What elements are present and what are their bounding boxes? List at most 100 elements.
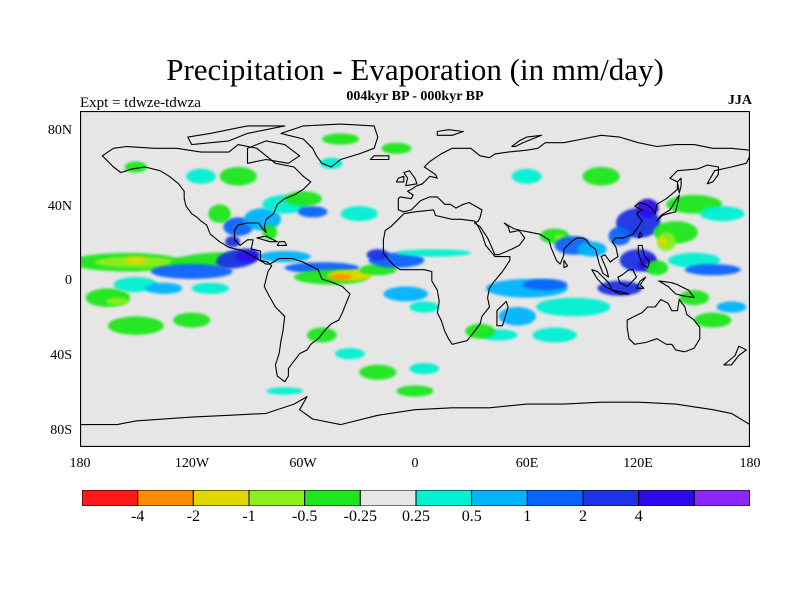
lon-label-60w: 60W (289, 456, 317, 471)
pe-anomaly-patch (186, 168, 216, 184)
colorbar-swatch (638, 490, 695, 506)
colorbar-swatch (693, 490, 750, 506)
pe-anomaly-patch (335, 348, 365, 360)
coastline-baffin (246, 140, 301, 164)
pe-anomaly-patch (366, 249, 389, 261)
coastline-north-america (101, 144, 312, 265)
pe-anomaly-patch (684, 264, 741, 276)
pe-anomaly-patch (608, 226, 631, 246)
colorbar-swatch (471, 490, 528, 506)
coastline-arctic-islands (187, 125, 286, 146)
pe-anomaly-patch (266, 387, 304, 395)
coastline-antarctica (80, 396, 750, 447)
colorbar-tick-label: 2 (579, 508, 587, 525)
lat-label-80s: 80S (50, 423, 72, 438)
coastlines (80, 123, 750, 447)
map-title: Precipitation - Evaporation (in mm/day) (166, 52, 664, 87)
colorbar-tick-label: 0.25 (402, 508, 430, 525)
pe-anomaly-patch (106, 297, 129, 306)
colorbar-tick-label: 0.5 (461, 508, 482, 525)
pe-anomaly-patch (576, 241, 607, 257)
pe-anomaly-patch (597, 280, 642, 296)
pe-anomaly-patch (409, 301, 440, 313)
world-map (80, 111, 750, 447)
coastline-ireland (395, 175, 405, 183)
lon-label-180w: 180 (69, 456, 91, 471)
pe-anomaly-field (80, 133, 747, 397)
coastline-eurasia (397, 134, 750, 278)
pe-anomaly-patch (694, 312, 732, 328)
pe-anomaly-patch (668, 252, 721, 268)
pe-anomaly-patch (536, 297, 611, 317)
colorbar-swatch (359, 490, 417, 506)
pe-anomaly-patch (511, 168, 542, 184)
colorbar-tick-label: 4 (634, 508, 643, 525)
lat-label-80n: 80N (47, 123, 72, 138)
lon-label-180e: 180 (739, 456, 761, 471)
colorbar-swatch (82, 490, 139, 506)
coastline-cuba (256, 235, 278, 243)
lat-label-40s: 40S (50, 348, 72, 363)
pe-anomaly-patch (307, 327, 337, 343)
pe-anomaly-patch (284, 191, 322, 207)
coastline-borneo (617, 269, 638, 288)
colorbar (82, 490, 750, 506)
map-subtitle: 004kyr BP - 000kyr BP (346, 89, 484, 104)
colorbar-tick-label: -2 (186, 508, 200, 525)
pe-anomaly-patch (173, 312, 211, 328)
colorbar-swatch (137, 490, 194, 506)
coastline-novaya-zemlya (511, 134, 543, 148)
coastline-sulawesi (635, 276, 647, 289)
pe-anomaly-patch (258, 251, 311, 263)
colorbar-tick-label: -0.5 (292, 508, 318, 525)
pe-anomaly-patch (150, 264, 233, 279)
lon-label-120w: 120W (174, 456, 210, 471)
coastline-japan (656, 194, 680, 222)
pe-anomaly-patch (124, 256, 147, 264)
colorbar-swatch (526, 490, 584, 506)
season-label: JJA (727, 93, 752, 108)
coastline-new-zealand (723, 345, 747, 366)
pe-anomaly-patch (225, 236, 241, 248)
coastline-iceland (369, 155, 390, 161)
pe-anomaly-patch (383, 286, 429, 302)
pe-anomaly-patch (243, 208, 281, 231)
colorbar-swatch (415, 490, 473, 506)
colorbar-tick-label: -1 (242, 508, 256, 525)
pe-anomaly-patch (340, 206, 378, 222)
pe-anomaly-patch (645, 260, 669, 276)
pe-anomaly-patch (532, 327, 577, 343)
coastline-java (611, 289, 630, 295)
lat-label-eq: 0 (65, 273, 72, 288)
coastline-svalbard (436, 129, 464, 136)
colorbar-tick-label: -4 (131, 508, 145, 525)
colorbar-swatch (304, 490, 361, 506)
colorbar-tick-label: 1 (523, 508, 532, 525)
lon-label-0: 0 (411, 456, 419, 471)
map-background (80, 111, 750, 447)
pe-anomaly-patch (465, 323, 495, 339)
pe-anomaly-patch (582, 167, 620, 186)
coastline-australia (626, 298, 701, 353)
colorbar-swatch (192, 490, 250, 506)
coastline-hispaniola (276, 241, 288, 246)
pe-anomaly-patch (636, 198, 659, 218)
lon-label-120e: 120E (623, 456, 653, 471)
lat-label-40n: 40N (47, 199, 72, 214)
pe-anomaly-patch (381, 142, 412, 154)
map-border (80, 111, 750, 447)
pe-anomaly-patch (396, 249, 471, 257)
coastline-greenland (280, 123, 379, 168)
pe-anomaly-patch (191, 282, 229, 294)
colorbar-swatch (582, 490, 640, 506)
pe-anomaly-patch (329, 274, 352, 280)
pe-anomaly-patch (236, 251, 259, 263)
coastline-sakhalin (676, 177, 682, 194)
coastline-great-britain (403, 170, 418, 187)
coastline-taiwan (637, 231, 643, 239)
pe-anomaly-patch (716, 301, 747, 313)
pe-anomaly-patch (523, 279, 568, 291)
colorbar-tick-label: -0.25 (343, 508, 377, 525)
pe-anomaly-patch (297, 206, 328, 218)
experiment-label: Expt = tdwze-tdwza (80, 95, 201, 111)
